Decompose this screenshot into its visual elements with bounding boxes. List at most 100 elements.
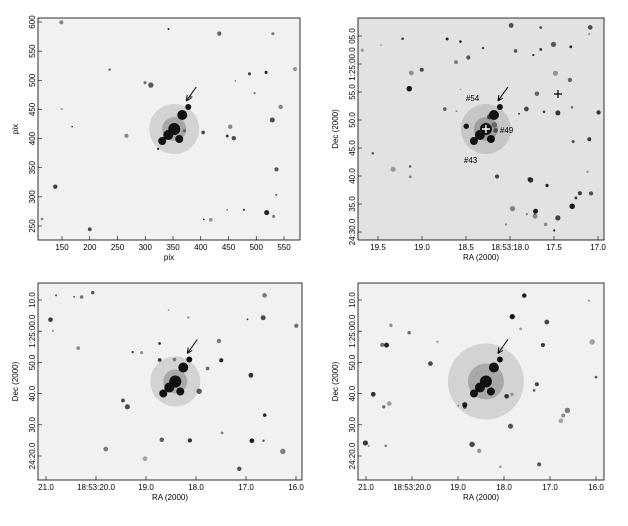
star — [534, 382, 539, 387]
star — [182, 129, 187, 133]
star — [574, 196, 578, 200]
y-tick-label: 250 — [28, 219, 37, 233]
star — [588, 33, 591, 36]
x-tick-label: 550 — [277, 243, 291, 252]
star — [225, 134, 229, 138]
star — [587, 25, 593, 30]
cluster-star — [175, 135, 184, 143]
star — [242, 208, 245, 211]
star — [269, 117, 275, 123]
cluster-star — [496, 104, 503, 110]
star — [539, 47, 543, 51]
x-tick-label: 450 — [222, 243, 236, 252]
star — [587, 137, 592, 142]
arrow — [497, 86, 509, 102]
panel: 150 200 250 300 350 400 450 500 550 250 300 350 400 4… — [11, 15, 301, 262]
panel: 21.0 18:53:20.0 19.0 18.0 17.0 16.0 24:20.0 30.… — [11, 282, 304, 502]
star — [40, 217, 44, 221]
star — [527, 177, 534, 183]
star — [587, 299, 591, 302]
star — [271, 32, 275, 36]
star — [459, 88, 462, 91]
frame — [357, 282, 605, 481]
star — [79, 295, 84, 299]
cluster-star — [176, 387, 185, 396]
star — [382, 405, 386, 409]
x-tick-label: 16.0 — [588, 483, 604, 492]
star — [519, 327, 522, 331]
star — [555, 110, 561, 116]
x-tick-label: 16.0 — [288, 483, 304, 492]
x-tick-label: 19.5 — [370, 243, 386, 252]
cross-marker — [554, 90, 562, 98]
arrow — [186, 339, 198, 354]
star — [466, 55, 471, 60]
star — [499, 465, 502, 469]
star — [234, 80, 237, 82]
star — [509, 313, 515, 320]
star — [362, 440, 369, 446]
star — [76, 346, 81, 350]
x-tick-label: 17.0 — [238, 483, 254, 492]
star — [532, 389, 536, 392]
y-tick-label: 350 — [28, 160, 37, 174]
star — [555, 215, 561, 221]
star — [457, 404, 460, 407]
star — [380, 44, 383, 47]
star — [533, 208, 538, 214]
cluster-star — [159, 389, 168, 398]
star — [228, 124, 233, 129]
star — [262, 413, 267, 417]
y-tick-label: 600 — [28, 15, 37, 29]
star — [55, 294, 58, 297]
star — [248, 372, 254, 378]
star — [577, 191, 582, 196]
cluster-star — [164, 382, 175, 393]
star — [509, 206, 516, 212]
star — [274, 167, 279, 172]
star — [157, 147, 160, 150]
star — [262, 293, 267, 298]
cluster-star — [186, 356, 193, 363]
star — [246, 318, 249, 321]
star — [201, 130, 205, 135]
star — [294, 323, 299, 328]
x-axis-label: RA (2000) — [463, 253, 499, 262]
y-tick-label: 10.0 — [28, 292, 37, 308]
star — [419, 67, 424, 72]
y-tick-label: 50.0 — [28, 354, 37, 370]
star — [534, 91, 540, 96]
cluster-star — [496, 356, 503, 363]
star — [532, 213, 538, 219]
cluster-star — [177, 110, 188, 120]
y-tick-label: 55.0 — [348, 84, 357, 100]
star — [523, 106, 529, 112]
star — [558, 418, 564, 424]
star — [428, 361, 433, 366]
star — [494, 174, 500, 179]
star — [390, 166, 396, 172]
star — [384, 342, 390, 348]
star — [148, 82, 154, 88]
star — [124, 133, 129, 138]
x-tick-label: 19.0 — [414, 243, 430, 252]
star — [247, 72, 252, 76]
star — [167, 309, 170, 311]
cluster-star — [178, 362, 189, 373]
x-tick-label: 18:53:20.0 — [393, 483, 431, 492]
x-tick-label: 17.0 — [590, 243, 606, 252]
star — [189, 95, 193, 99]
star — [507, 423, 514, 429]
y-tick-label: 24:20.0 — [348, 442, 357, 469]
star — [226, 208, 229, 211]
cluster-star — [486, 387, 495, 396]
star — [561, 413, 566, 418]
star — [443, 107, 447, 111]
star — [513, 49, 518, 53]
panel: 21.0 18:53:20.0 19.0 18.0 17.0 16.0 24:20.0 30.… — [331, 282, 605, 502]
star — [518, 112, 520, 115]
star — [463, 123, 469, 129]
y-tick-label: 45.0 — [348, 140, 357, 156]
star — [596, 110, 601, 115]
y-tick-label: 40.0 — [28, 385, 37, 401]
